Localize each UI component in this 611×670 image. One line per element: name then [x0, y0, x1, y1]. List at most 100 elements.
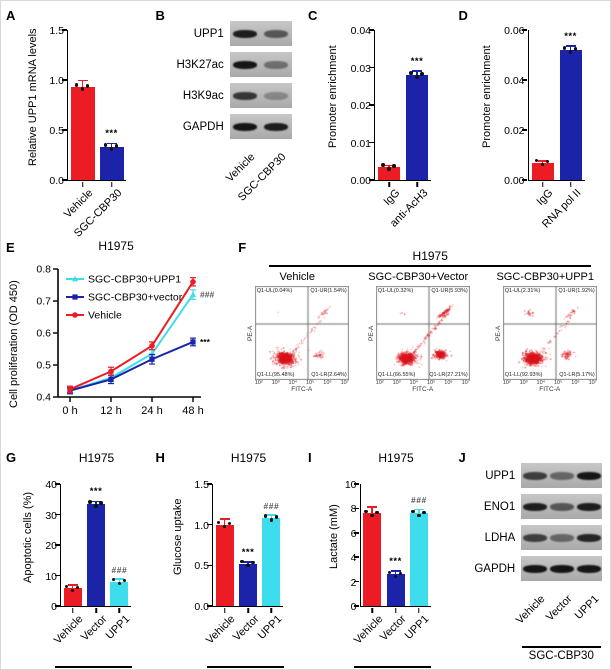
data-point [64, 584, 69, 589]
bar-Vehicle [363, 513, 382, 606]
blot-band [233, 122, 258, 131]
y-tick-label: 0.00 [504, 175, 525, 187]
error-bar [81, 80, 84, 94]
flow-x-tick: 10⁵ [426, 379, 436, 386]
panel-G: G H1975 Apoptotic cells (%) 0 10 20 30 40 *** ##… [1, 443, 151, 669]
y-tick-label: 0 [350, 601, 357, 613]
significance-label: *** [241, 546, 255, 558]
y-tick-label: 8 [350, 503, 357, 516]
flow-x-tick: 10² [502, 379, 511, 386]
plot-area: *** [522, 29, 585, 187]
x-tick-label: Vector [78, 613, 109, 644]
group-label: SGC-CBP30 [528, 650, 594, 662]
error-bar [416, 70, 418, 80]
blot-strip [521, 525, 603, 550]
flow-quadrant-label: Q1-LL(66.55%) [377, 371, 416, 378]
error-bar [223, 519, 226, 531]
blot-band [233, 60, 258, 69]
error-bar [71, 584, 74, 592]
flow-x-tick: 10⁷ [340, 379, 349, 386]
bar-chart-A: Relative UPP1 mRNA levels 0.0 0.5 1.0 1.5 ***… [25, 13, 127, 240]
series-line-Vehicle [69, 281, 194, 391]
y-tick-label: 0.5 [49, 125, 64, 137]
error-bar [95, 501, 97, 507]
blot-protein-label: UPP1 [193, 27, 224, 40]
bar-chart-C: Promoter enrichment 0.00 0.01 0.02 0.03 0.04 *… [325, 13, 432, 239]
plot-area: *** [368, 29, 432, 187]
y-tick-label: 4 [350, 552, 357, 565]
lane-label: UPP1 [572, 593, 602, 622]
y-tick-label: 1.5 [49, 25, 64, 37]
line-chart-E: H1975 Cell proliferation (OD 450) 0.4 0.5 0.… [6, 239, 228, 433]
y-tick-label: 10 [45, 570, 57, 583]
y-axis-label: Apoptotic cells (%) [22, 491, 34, 583]
flow-dot-canvas [502, 285, 597, 380]
plot-area: *** [61, 29, 126, 187]
bar-UPP1 [262, 518, 281, 606]
svg-text:24 h: 24 h [141, 405, 162, 417]
bar-UPP1 [110, 581, 129, 606]
blot-strip [521, 494, 603, 519]
flow-plot-title: SGC-CBP30+Vector [368, 270, 469, 283]
plot-area: *** ### [354, 483, 431, 613]
marker-square [149, 356, 155, 362]
data-point [417, 513, 421, 518]
flow-plot: Q1-UL(0.32%) Q1-UR(5.93%) Q1-LL(66.55%) Q1-… [375, 285, 470, 380]
panel-label-J: J [458, 450, 466, 465]
y-tick-label: 0.01 [350, 137, 372, 150]
significance-label: ### [111, 564, 128, 575]
flow-x-tick: 10⁴ [409, 379, 418, 386]
blot-protein-label: H3K27ac [176, 58, 224, 71]
panel-label-H: H [155, 450, 165, 465]
panel-B: B UPP1 H3K27ac H3K9ac GAPDH Vehicle SGC-CBP30 [151, 1, 304, 233]
data-point [422, 510, 426, 515]
x-tick-label: Vehicle [204, 613, 238, 647]
blot-protein-label: LDHA [484, 531, 516, 544]
flow-plot: Q1-UL(0.04%) Q1-UR(1.54%) Q1-LL(95.48%) Q1-… [254, 285, 349, 380]
blot-strip [229, 52, 292, 77]
y-tick-label: 1.0 [194, 519, 210, 532]
blot-strip [229, 83, 292, 108]
y-tick-label: 20 [45, 540, 57, 552]
y-tick-label: 0.0 [194, 601, 210, 613]
data-point [420, 72, 424, 76]
group-bracket-line [521, 646, 601, 648]
svg-text:48 h: 48 h [182, 405, 203, 417]
error-bar [418, 509, 420, 518]
blot-band [549, 471, 574, 480]
y-tick-label: 0 [51, 601, 57, 613]
plot-area: *** ### [206, 483, 284, 613]
data-point [409, 71, 413, 75]
marker-triangle [190, 291, 197, 297]
blot-strip [521, 556, 603, 581]
flow-dot-canvas [375, 285, 470, 380]
data-point [568, 50, 573, 54]
data-point [227, 521, 232, 526]
marker-circle [72, 312, 78, 318]
chart-title: H1975 [98, 239, 134, 253]
bar-IgG [531, 162, 554, 180]
blot-band [522, 502, 547, 511]
flow-y-axis-label: PE-A [494, 324, 502, 341]
flow-x-tick: 10⁶ [444, 379, 453, 386]
flow-x-tick: 10⁶ [571, 379, 580, 386]
error-bar [247, 561, 249, 566]
significance-label: *** [564, 30, 577, 42]
data-point [117, 581, 122, 586]
flow-quadrant-label: Q1-UR(5.93%) [431, 287, 468, 294]
bar-Vector [386, 574, 405, 606]
error-bar [394, 570, 397, 578]
significance-label: ### [200, 290, 214, 300]
blot-band [522, 533, 547, 542]
flow-quadrant-label: Q1-LL(92.93%) [504, 371, 543, 378]
y-tick-label: 10 [344, 479, 357, 491]
y-tick-label: 30 [45, 509, 57, 522]
group-bracket-line [206, 666, 284, 668]
line-chart-svg: 0.4 0.5 0.6 0.7 0.8 0 h 12 h 24 h 48 h ### *** SGC-… [37, 264, 215, 417]
blot-band [549, 564, 574, 573]
flow-x-tick: 10³ [519, 379, 528, 386]
chart-title: H1975 [78, 451, 115, 465]
svg-text:0.4: 0.4 [37, 392, 52, 404]
y-tick-label: 0.04 [350, 25, 372, 37]
significance-label: *** [200, 337, 211, 347]
